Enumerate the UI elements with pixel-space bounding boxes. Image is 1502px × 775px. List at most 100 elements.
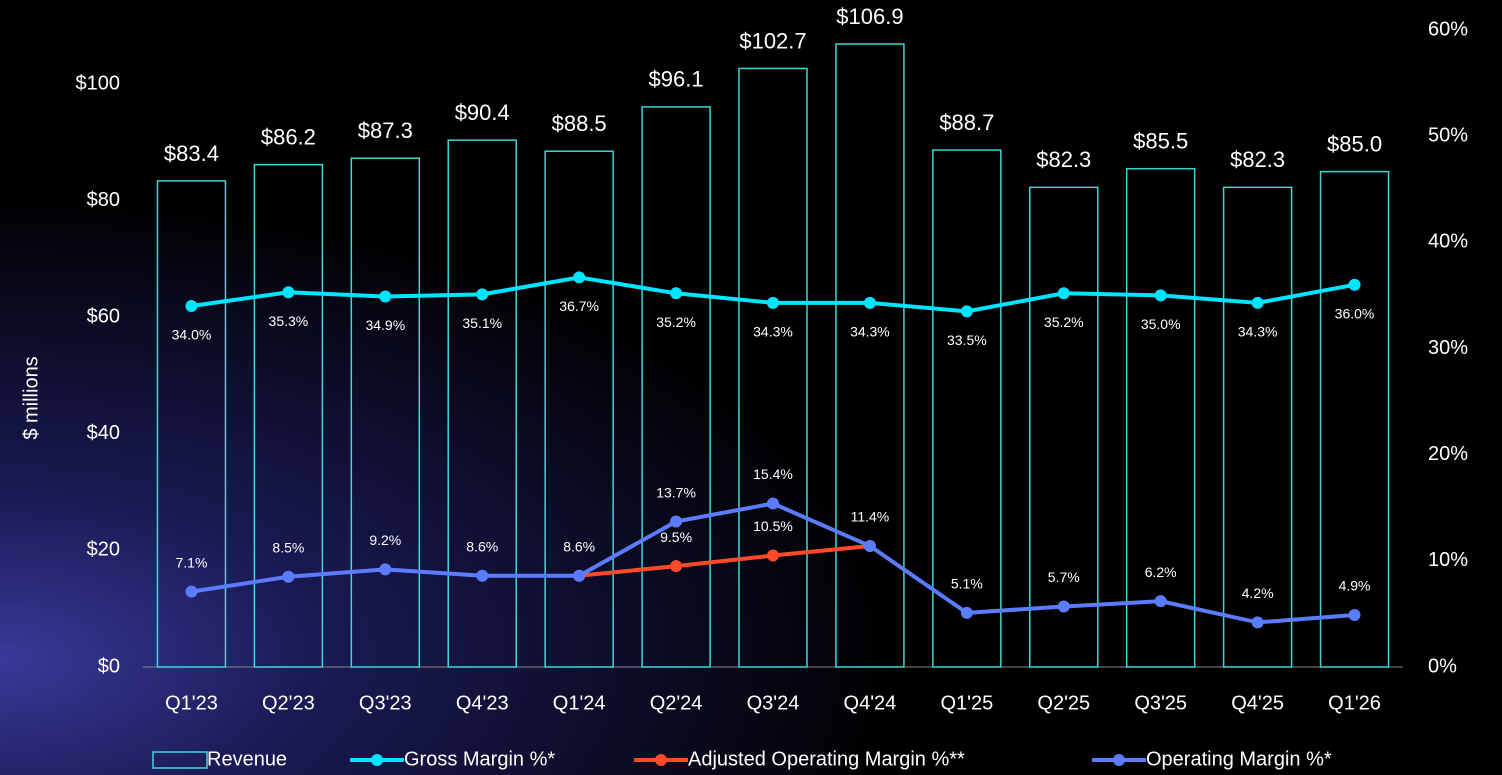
line-point	[767, 296, 779, 309]
line-value-label: 35.0%	[1141, 316, 1181, 332]
line-value-label: 36.0%	[1335, 306, 1375, 322]
line-value-label: 33.5%	[947, 332, 987, 348]
bar-value-label: $85.5	[1133, 129, 1188, 154]
line-point	[670, 287, 683, 300]
y-tick-label: $20	[87, 539, 120, 561]
bar-value-label: $87.3	[358, 118, 413, 143]
x-tick-label: Q4'25	[1231, 692, 1284, 714]
y2-tick-label: 60%	[1428, 18, 1468, 40]
bar	[1319, 170, 1390, 668]
line-point	[670, 515, 683, 528]
bar	[253, 163, 324, 668]
x-tick-label: Q1'25	[940, 692, 993, 714]
line-point	[1057, 600, 1070, 613]
y-tick-label: $60	[87, 306, 120, 328]
x-tick-label: Q1'23	[165, 692, 218, 714]
line-point	[1348, 608, 1361, 621]
bar	[447, 139, 517, 668]
legend-swatch	[152, 751, 208, 769]
line-value-label: 34.0%	[172, 327, 212, 343]
legend-swatch	[371, 754, 383, 766]
y2-tick-label: 50%	[1428, 124, 1468, 146]
bar-value-label: $88.7	[939, 110, 994, 135]
line-value-label: 35.2%	[656, 314, 696, 330]
line-value-label: 36.7%	[559, 298, 599, 314]
legend-label: Adjusted Operating Margin %**	[688, 748, 965, 770]
line-point	[185, 300, 198, 313]
bar-value-label: $88.5	[552, 111, 607, 136]
line-point	[767, 549, 779, 562]
line-value-label: 8.6%	[466, 538, 498, 554]
bar	[932, 149, 1002, 668]
bar	[544, 150, 614, 668]
y2-tick-label: 0%	[1428, 655, 1457, 677]
line-point	[573, 271, 586, 284]
y-tick-label: $100	[76, 72, 121, 94]
x-tick-label: Q4'23	[456, 692, 509, 714]
line-value-label: 10.5%	[753, 518, 793, 534]
y-axis-label: $ millions	[20, 356, 42, 439]
x-tick-label: Q3'25	[1134, 692, 1187, 714]
bar	[1029, 186, 1099, 668]
line-point	[1057, 287, 1070, 300]
y2-tick-label: 20%	[1428, 443, 1468, 465]
line-point	[960, 305, 973, 318]
line-value-label: 4.9%	[1339, 578, 1371, 594]
bar-value-label: $90.4	[455, 100, 510, 125]
line-value-label: 13.7%	[656, 484, 696, 500]
bar-value-label: $82.3	[1036, 147, 1091, 172]
bar-value-label: $86.2	[261, 124, 316, 149]
x-tick-label: Q2'24	[650, 692, 703, 714]
line-value-label: 9.5%	[660, 529, 692, 545]
line-value-label: 5.7%	[1048, 569, 1080, 585]
line-point	[863, 296, 876, 309]
legend-label: Gross Margin %*	[404, 748, 555, 770]
line-value-label: 7.1%	[176, 554, 208, 570]
x-tick-label: Q1'24	[553, 692, 606, 714]
line-point	[1251, 296, 1264, 309]
line-value-label: 35.2%	[1044, 314, 1084, 330]
bar-value-label: $102.7	[739, 28, 806, 53]
line	[578, 543, 871, 578]
bar-value-label: $83.4	[164, 141, 219, 166]
y2-tick-label: 40%	[1428, 231, 1468, 253]
line-value-label: 11.4%	[851, 509, 890, 525]
legend-label: Operating Margin %*	[1146, 748, 1332, 770]
line-point	[573, 569, 586, 582]
line-point	[1154, 289, 1167, 302]
line-point	[282, 286, 295, 299]
bar	[1222, 186, 1293, 668]
line-value-label: 34.9%	[365, 317, 405, 333]
line-value-label: 15.4%	[753, 466, 793, 482]
line-point	[379, 290, 392, 303]
x-tick-label: Q3'23	[359, 692, 412, 714]
legend-label: Revenue	[207, 748, 287, 770]
bar	[1125, 167, 1196, 668]
x-tick-label: Q1'26	[1328, 692, 1381, 714]
bar-value-label: $85.0	[1327, 131, 1382, 156]
bar	[641, 106, 711, 668]
line-value-label: 34.3%	[1238, 324, 1278, 340]
line-value-label: 6.2%	[1145, 564, 1177, 580]
line-point	[767, 497, 779, 510]
bar	[738, 67, 808, 668]
line-point	[863, 539, 876, 552]
x-tick-label: Q2'25	[1037, 692, 1090, 714]
line-value-label: 35.1%	[462, 315, 502, 331]
y-tick-label: $80	[87, 189, 120, 211]
x-tick-label: Q4'24	[844, 692, 897, 714]
line-point	[185, 585, 198, 598]
line-point	[960, 606, 973, 619]
line-point	[476, 569, 489, 582]
line-value-label: 35.3%	[269, 313, 309, 329]
legend-swatch	[655, 754, 667, 766]
line-point	[1154, 595, 1167, 608]
y-tick-label: $40	[87, 422, 120, 444]
line-point	[1348, 278, 1361, 291]
line-value-label: 34.3%	[850, 324, 890, 340]
bar-value-label: $106.9	[836, 4, 903, 29]
x-tick-label: Q3'24	[747, 692, 800, 714]
y-tick-label: $0	[98, 655, 120, 677]
